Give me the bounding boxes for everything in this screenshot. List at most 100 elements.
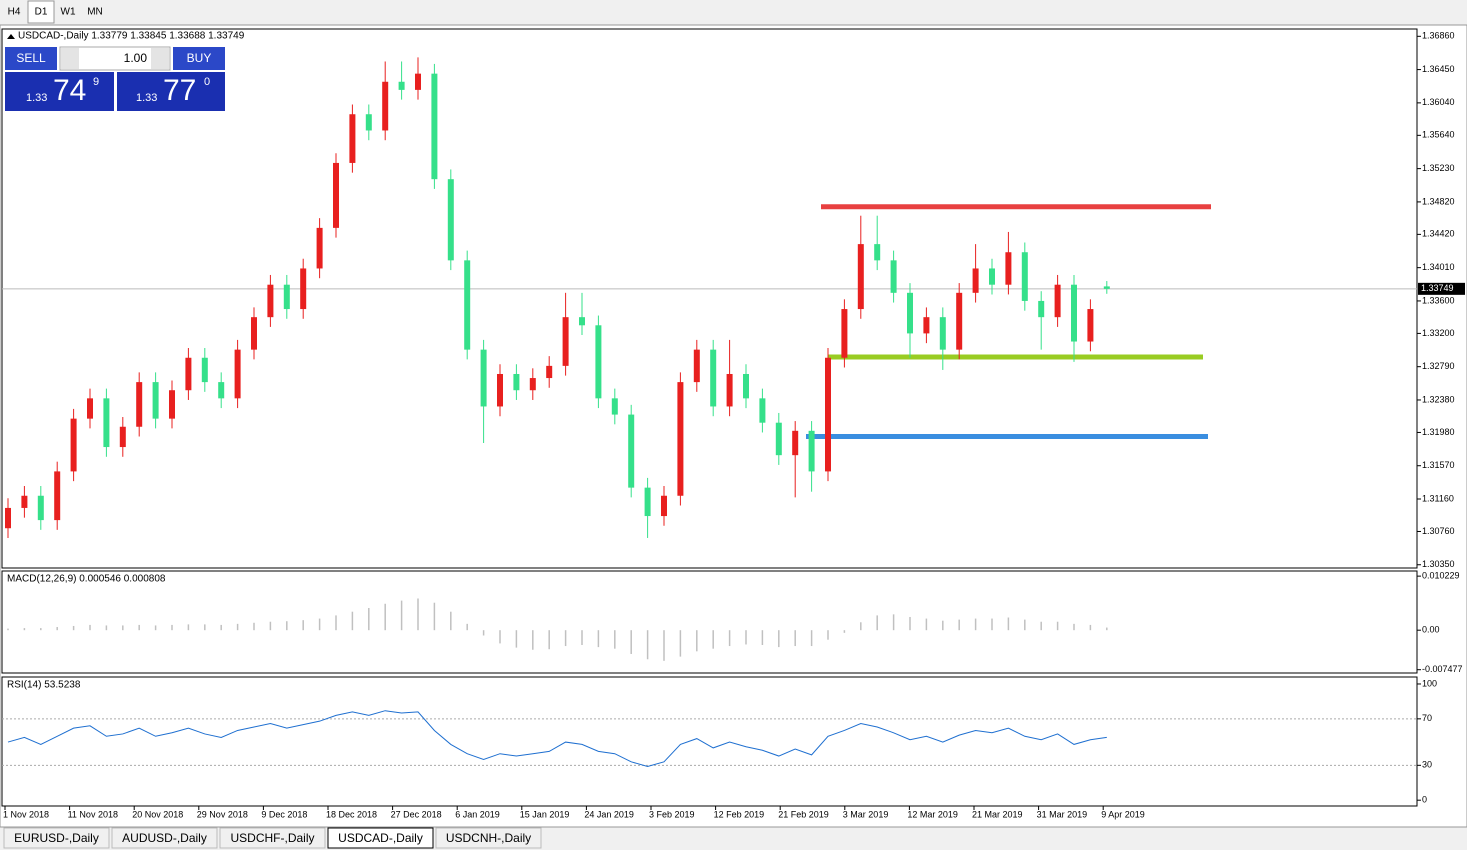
- candle-body: [693, 349, 700, 383]
- candle-body: [87, 398, 93, 419]
- x-tick-label: 12 Feb 2019: [714, 809, 765, 819]
- candle-body: [562, 317, 569, 366]
- y-tick-label: 1.31980: [1422, 427, 1455, 437]
- candle-body: [644, 487, 651, 517]
- x-tick-label: 29 Nov 2018: [197, 809, 248, 819]
- candle-body: [251, 317, 257, 350]
- candle-body: [1005, 252, 1012, 285]
- candle-body: [677, 382, 684, 496]
- candle-body: [775, 422, 782, 456]
- candle-body: [841, 309, 848, 358]
- candle-body: [595, 325, 602, 399]
- symbol-tab[interactable]: [3, 827, 110, 849]
- rsi-panel: [1, 676, 1418, 807]
- y-tick-label: 0.00: [1422, 625, 1440, 635]
- lot-input[interactable]: [59, 46, 171, 71]
- x-tick-label: 3 Feb 2019: [649, 809, 695, 819]
- symbol-tab-label: EURUSD-,Daily: [14, 831, 99, 845]
- candle-body: [546, 365, 553, 379]
- symbol-tab-label: USDCAD-,Daily: [338, 831, 423, 845]
- symbol-tab[interactable]: [219, 827, 326, 849]
- x-tick-label: 6 Jan 2019: [455, 809, 500, 819]
- timeframe-button[interactable]: [55, 1, 81, 23]
- candle-body: [890, 260, 897, 293]
- candle-body: [119, 426, 126, 448]
- sell-button[interactable]: [5, 47, 57, 70]
- y-tick-label: 100: [1422, 678, 1437, 688]
- candle-body: [939, 317, 946, 350]
- y-tick-label: 1.36860: [1422, 31, 1455, 41]
- x-tick-label: 31 Mar 2019: [1037, 809, 1088, 819]
- y-tick-label: 1.30350: [1422, 559, 1455, 569]
- last-price-box: [1418, 282, 1465, 295]
- timeframe-button[interactable]: [82, 1, 108, 23]
- candle-body: [415, 73, 421, 90]
- x-tick-label: 21 Feb 2019: [778, 809, 829, 819]
- candle-body: [907, 292, 913, 334]
- bid-fraction: 9: [93, 76, 99, 88]
- lot-up[interactable]: [151, 48, 169, 69]
- candle-body: [611, 398, 618, 415]
- candle-body: [874, 244, 881, 261]
- lot-down[interactable]: [61, 48, 79, 69]
- lot-value: 1.00: [124, 51, 148, 65]
- main-panel: [1, 28, 1418, 569]
- y-tick-label: 70: [1422, 713, 1432, 723]
- candle-body: [497, 373, 503, 407]
- candle-body: [480, 349, 487, 407]
- symbol-tab[interactable]: [111, 827, 218, 849]
- symbol-tabs: EURUSD-,Daily AUDUSD-,Daily USDCHF-,Daily U…: [3, 827, 542, 849]
- candle-body: [513, 373, 520, 391]
- candle-body: [661, 495, 667, 517]
- y-tick-label: -0.007477: [1422, 664, 1463, 674]
- y-tick-label: 0.010229: [1422, 571, 1460, 581]
- buy-button[interactable]: [173, 47, 225, 70]
- y-tick-label: 1.34010: [1422, 262, 1455, 272]
- ask-pips: 77: [163, 74, 196, 107]
- candle-body: [529, 378, 536, 391]
- macd-title: MACD(12,26,9) 0.000546 0.000808: [7, 574, 166, 585]
- symbol-tab-label: AUDUSD-,Daily: [122, 831, 207, 845]
- sell-label: SELL: [16, 51, 46, 65]
- trade-panel: SELL 1.00 BUY 1.33 74 9 1.33 77 0: [5, 46, 225, 111]
- symbol-tab-label: USDCNH-,Daily: [446, 831, 531, 845]
- candle-body: [382, 81, 389, 131]
- candle-body: [21, 495, 28, 508]
- y-tick-label: 1.33200: [1422, 328, 1455, 338]
- candle-body: [300, 268, 307, 310]
- y-tick-label: 1.36040: [1422, 97, 1455, 107]
- candle-body: [1021, 252, 1028, 301]
- candle-body: [1087, 309, 1094, 342]
- candle-body: [5, 507, 11, 529]
- timeframe-button[interactable]: [1, 1, 27, 23]
- x-tick-label: 1 Nov 2018: [3, 809, 49, 819]
- timeframe-button[interactable]: [27, 0, 55, 24]
- rsi-line: [7, 710, 1107, 768]
- timeframe-label: H4: [8, 7, 21, 18]
- candle-body: [283, 284, 290, 310]
- x-tick-label: 9 Dec 2018: [261, 809, 307, 819]
- candle-body: [447, 179, 454, 261]
- macd-panel: [1, 570, 1418, 674]
- x-tick-label: 24 Jan 2019: [584, 809, 634, 819]
- candle-body: [70, 418, 77, 472]
- x-tick-label: 18 Dec 2018: [326, 809, 377, 819]
- candle-body: [857, 244, 864, 310]
- candle-body: [185, 357, 192, 391]
- symbol-tab[interactable]: [327, 827, 434, 849]
- candle-body: [365, 114, 372, 131]
- bid-big: 1.33: [26, 92, 47, 104]
- candle-body: [169, 390, 175, 419]
- candle-body: [54, 471, 61, 521]
- timeframe-toolbar: H4 D1 W1 MN: [1, 0, 108, 24]
- symbol-tab[interactable]: [435, 827, 542, 849]
- candle-body: [398, 81, 405, 90]
- collapse-icon[interactable]: [7, 34, 15, 39]
- candle-body: [103, 398, 110, 448]
- rsi-title: RSI(14) 53.5238: [7, 680, 81, 691]
- candle-body: [333, 162, 339, 228]
- candle-body: [152, 382, 159, 419]
- bid-box[interactable]: [5, 72, 114, 111]
- x-tick-label: 15 Jan 2019: [520, 809, 570, 819]
- ask-box[interactable]: [117, 72, 225, 111]
